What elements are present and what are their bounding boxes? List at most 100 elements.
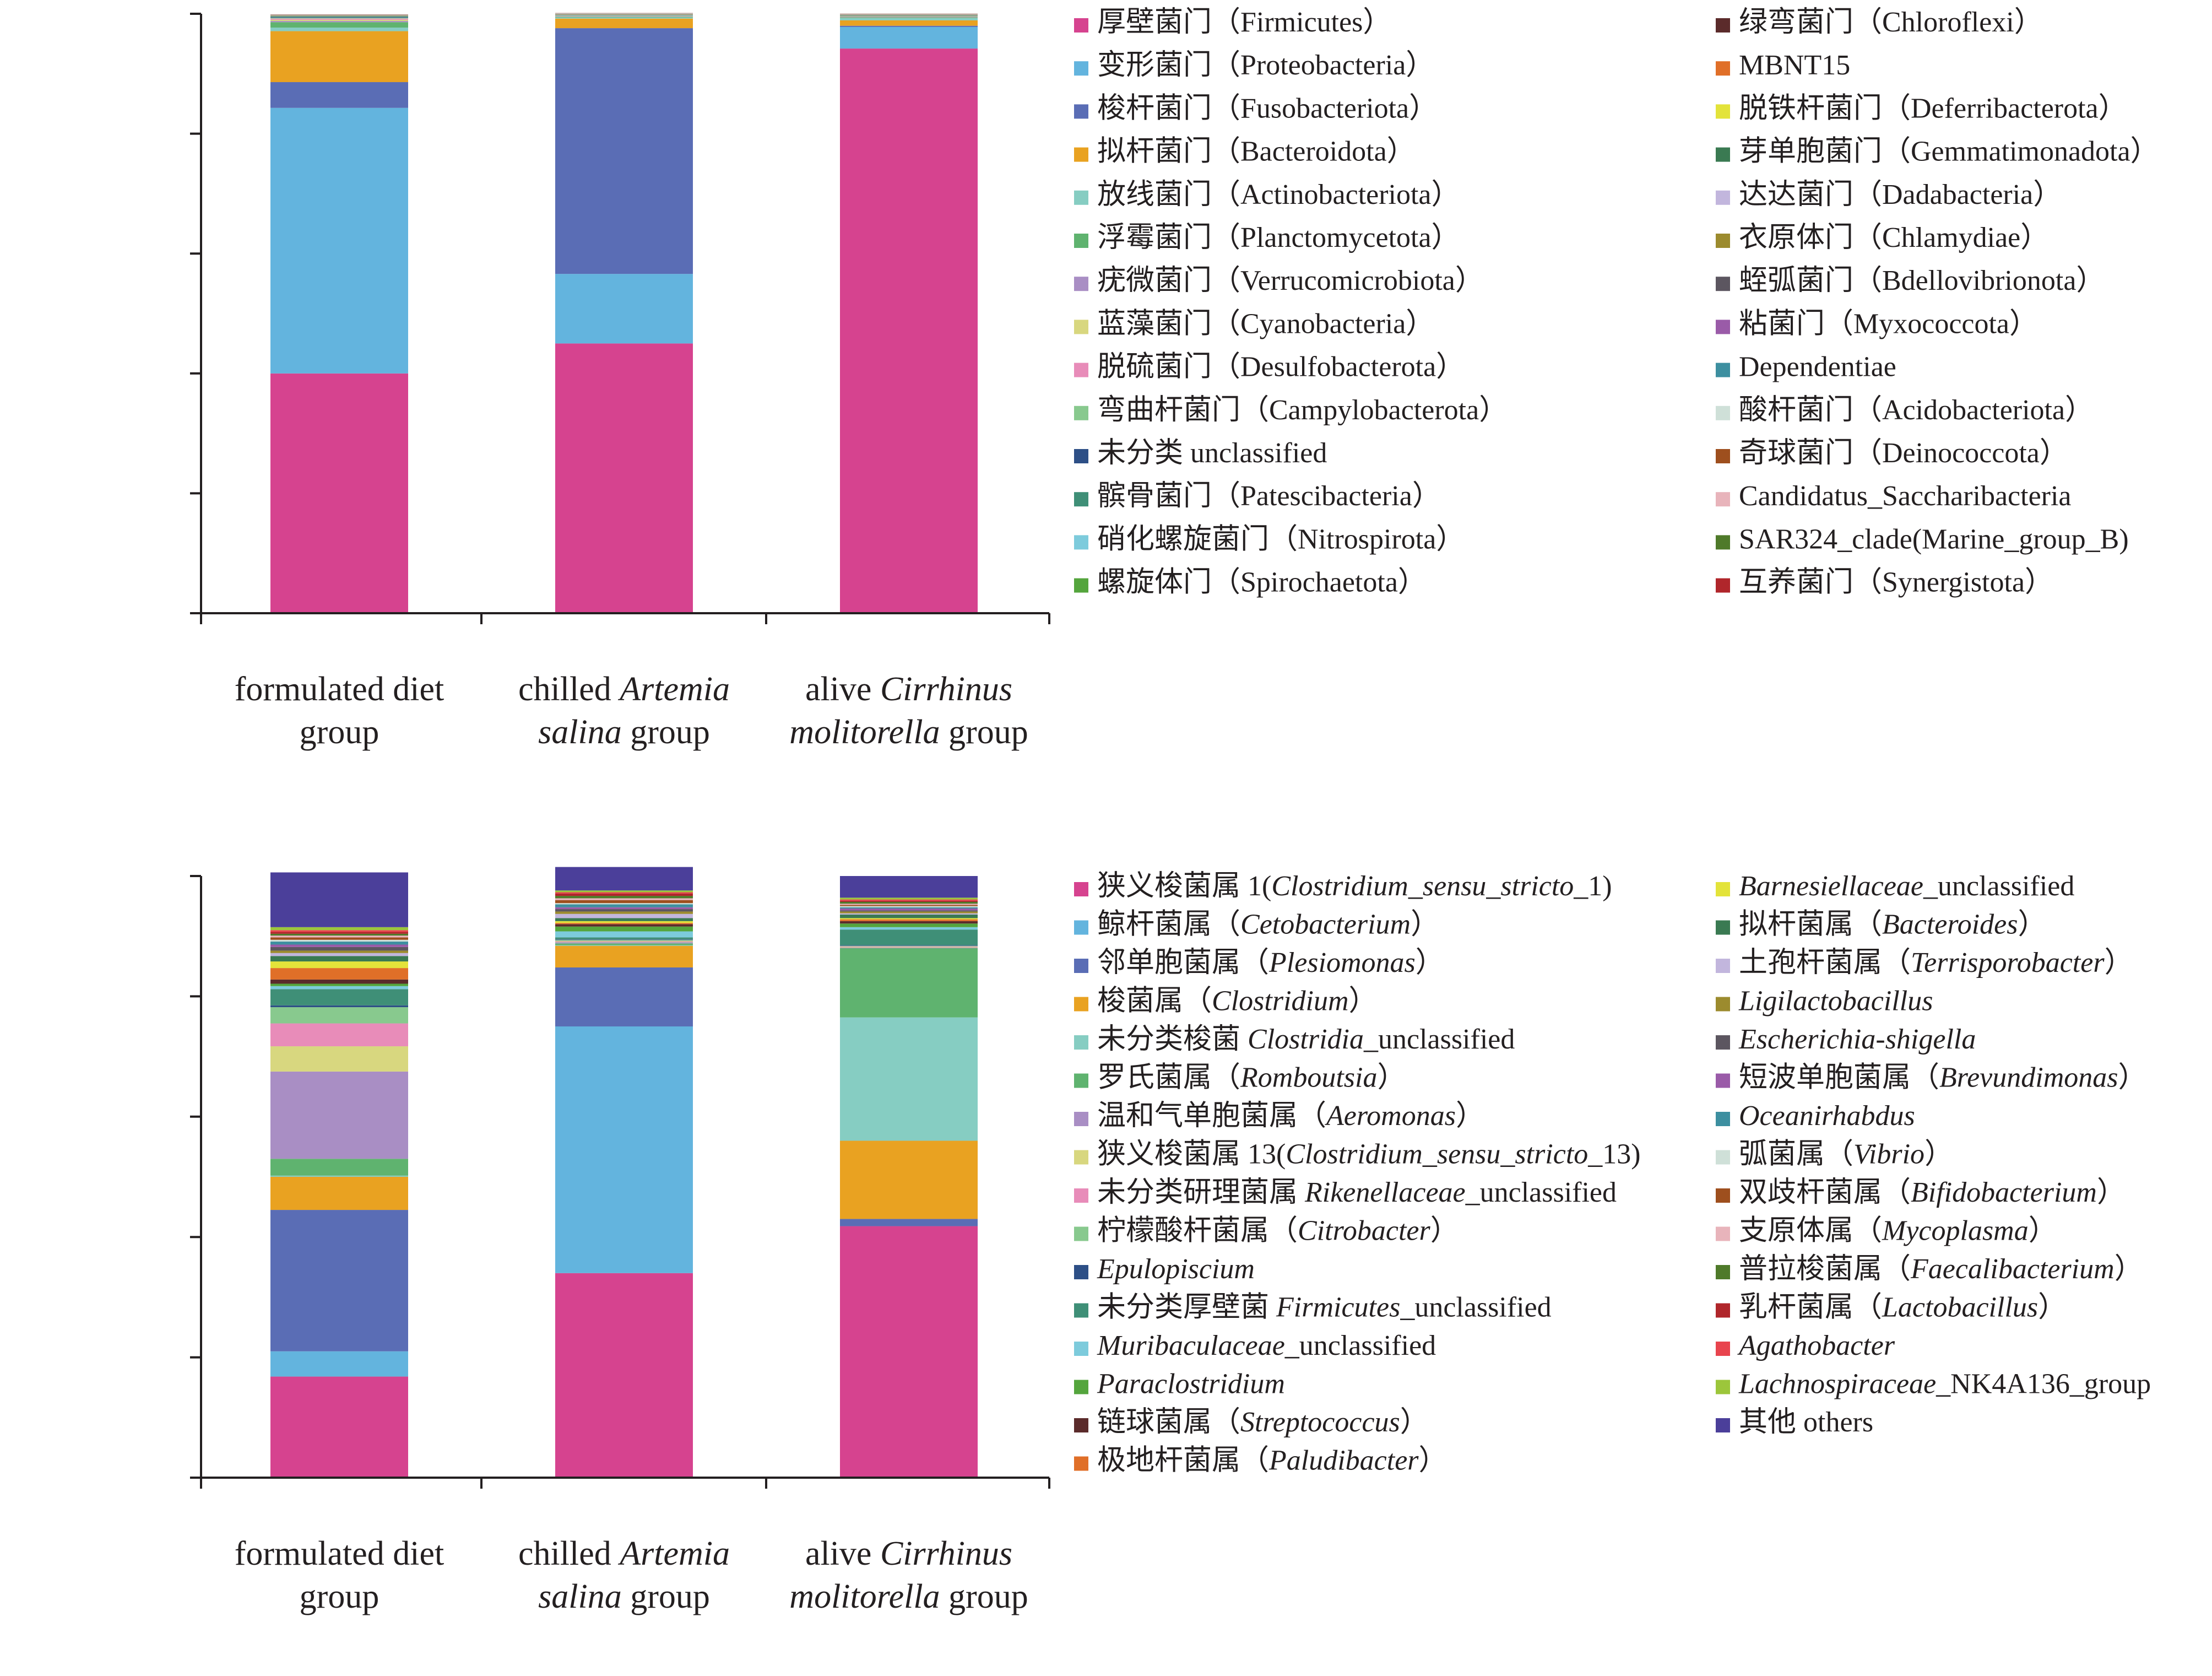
bar-segment: [555, 898, 693, 900]
legend-swatch: [1074, 1150, 1088, 1165]
legend-label-run: ）: [1430, 1215, 1459, 1247]
bar-segment: [555, 904, 693, 907]
x-category-label-en-run: Cirrhinus: [880, 1535, 1012, 1572]
bar-segment: [270, 933, 408, 936]
bar-segment: [555, 15, 693, 16]
legend-label: Ligilactobacillus: [1738, 986, 1933, 1017]
legend-swatch: [1074, 1265, 1088, 1279]
x-category-label-en: alive Cirrhinus: [805, 1535, 1012, 1572]
bar-segment: [555, 867, 693, 891]
x-category-label-en: chilled Artemia: [518, 1535, 730, 1572]
bar-segment: [270, 930, 408, 932]
bar-segment: [270, 956, 408, 962]
bar-segment: [270, 15, 408, 17]
legend-label: 罗氏菌属（Romboutsia）: [1097, 1062, 1406, 1094]
legend-swatch: [1716, 104, 1730, 119]
legend-label: 浮霉菌门（Planctomycetota）: [1097, 222, 1460, 253]
legend-label-run: ）: [2115, 1253, 2143, 1285]
bar-segment: [840, 945, 978, 946]
bar-segment: [555, 967, 693, 1026]
legend-swatch: [1074, 1035, 1088, 1050]
legend-label-run: SAR324_clade(Marine_group_B): [1739, 523, 2129, 555]
legend-label-run: 链球菌属（: [1097, 1407, 1240, 1438]
bar-segment: [270, 18, 408, 20]
legend-label-run: Bifidobacterium: [1911, 1177, 2097, 1208]
x-category-label-en-run: alive: [805, 1535, 880, 1572]
bar-segment: [270, 17, 408, 18]
legend-label-run: Clostridia: [1248, 1024, 1364, 1055]
x-category-label-en: formulated diet: [235, 671, 444, 708]
legend-label-run: Cetobacterium: [1240, 909, 1411, 940]
legend-label-run: _13): [1587, 1139, 1640, 1170]
bar-segment: [840, 18, 978, 20]
legend-label-run: 疣微菌门（Verrucomicrobiota）: [1097, 265, 1484, 296]
bar-segment: [840, 923, 978, 927]
legend-swatch: [1074, 492, 1088, 507]
legend-swatch: [1716, 320, 1730, 334]
legend-label: Muribaculaceae_unclassified: [1097, 1330, 1436, 1361]
legend-label: 普拉梭菌属（Faecalibacterium）: [1739, 1253, 2143, 1285]
legend-swatch: [1074, 1073, 1088, 1088]
legend-label-run: 未分类研理菌属: [1097, 1177, 1305, 1208]
bar-segment: [555, 274, 693, 344]
bar-segment: [840, 15, 978, 17]
legend-label-run: 弯曲杆菌门（Campylobacterota）: [1097, 394, 1508, 426]
legend-label-run: Lachnospiraceae: [1738, 1369, 1936, 1400]
bar-segment: [840, 914, 978, 918]
bar-segment: [840, 927, 978, 930]
legend-label-run: 芽单胞菌门（Gemmatimonadota）: [1739, 136, 2159, 167]
legend-swatch: [1716, 1035, 1730, 1050]
x-category-label-en-run: Artemia: [617, 671, 730, 708]
legend-label-run: Clostridium_sensu_stricto: [1286, 1139, 1588, 1170]
bar-segment: [840, 17, 978, 18]
bar-segment: [555, 942, 693, 944]
legend-swatch: [1074, 104, 1088, 119]
bar-segment: [840, 1017, 978, 1141]
legend-label-run: Rikenellaceae: [1304, 1177, 1466, 1208]
legend-swatch: [1716, 147, 1730, 162]
legend-label-run: Clostridium: [1212, 986, 1349, 1017]
x-category-label-en: chilled Artemia: [518, 671, 730, 708]
bar-segment: [840, 1140, 978, 1219]
legend-label: 奇球菌门（Deinococcota）: [1739, 437, 2068, 469]
legend-label: 酸杆菌门（Acidobacteriota）: [1739, 394, 2094, 426]
bar-segment: [555, 893, 693, 896]
legend-label-run: Citrobacter: [1298, 1215, 1430, 1247]
legend-label-run: ）: [1411, 909, 1439, 940]
bar-segment: [555, 28, 693, 274]
x-category-label-en-run: group: [300, 713, 379, 751]
bar-segment: [270, 22, 408, 28]
bar-segment: [840, 898, 978, 900]
legend-label-run: Dependentiae: [1739, 352, 1896, 383]
bar-segment: [555, 940, 693, 942]
legend-swatch: [1716, 492, 1730, 507]
legend-swatch: [1074, 578, 1088, 593]
bar-segment: [840, 929, 978, 945]
legend-label-run: Candidatus_Saccharibacteria: [1739, 480, 2072, 512]
legend-label-run: Oceanirhabdus: [1739, 1100, 1915, 1132]
legend-swatch: [1716, 18, 1730, 33]
legend-label: 未分类厚壁菌 Firmicutes_unclassified: [1097, 1292, 1552, 1323]
legend-label: 拟杆菌门（Bacteroidota）: [1097, 136, 1416, 167]
legend-swatch: [1716, 578, 1730, 593]
x-category-label-en-run: group: [622, 713, 710, 751]
bar-segment: [270, 944, 408, 947]
legend-swatch: [1074, 1418, 1088, 1432]
bar-segment: [555, 17, 693, 19]
bar-segment: [270, 1175, 408, 1177]
x-category-label-en-run: formulated diet: [235, 671, 444, 708]
legend-label: 互养菌门（Synergistota）: [1739, 567, 2053, 598]
legend-label-run: Streptococcus: [1240, 1407, 1400, 1438]
x-category-label-en: molitorella group: [789, 713, 1028, 751]
x-category-label-en-run: molitorella: [789, 713, 940, 751]
legend-swatch: [1716, 363, 1730, 377]
legend-label: 柠檬酸杆菌属（Citrobacter）: [1097, 1215, 1459, 1247]
legend-swatch: [1716, 1303, 1730, 1318]
legend-label-run: ）: [2097, 1177, 2126, 1208]
legend-label-run: Aeromonas: [1325, 1100, 1456, 1132]
legend-label-run: 拟杆菌门（Bacteroidota）: [1097, 136, 1416, 167]
bar-segment: [840, 20, 978, 26]
legend-swatch: [1074, 61, 1088, 76]
bar-segment: [555, 918, 693, 921]
legend-swatch: [1716, 1418, 1730, 1432]
